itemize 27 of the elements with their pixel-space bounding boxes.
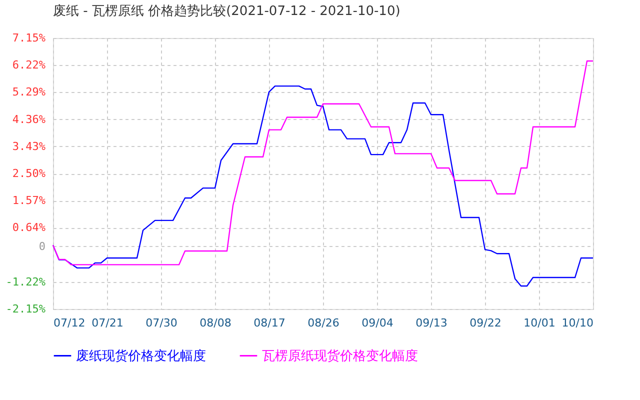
x-tick-label: 08/17 <box>254 316 286 330</box>
y-tick-label: -2.15% <box>6 302 46 316</box>
x-tick-label: 10/01 <box>524 316 556 330</box>
y-tick-label: -1.22% <box>6 275 46 288</box>
line-series <box>52 85 594 287</box>
y-tick-label: 0.64% <box>12 221 46 234</box>
y-tick-label: 1.57% <box>12 194 46 208</box>
line-series <box>52 60 594 266</box>
y-tick-label: 4.36% <box>12 112 46 126</box>
x-tick-label: 08/26 <box>308 316 340 330</box>
legend-label: 瓦楞原纸现货价格变化幅度 <box>262 348 418 364</box>
y-tick-label: 7.15% <box>12 32 46 44</box>
x-tick-label: 08/08 <box>200 316 232 330</box>
chart-title: 废纸 - 瓦楞原纸 价格趋势比较(2021-07-12 - 2021-10-10) <box>53 4 400 19</box>
y-tick-label: 2.50% <box>12 167 46 180</box>
x-tick-label: 09/22 <box>470 316 502 330</box>
x-tick-label: 09/04 <box>362 316 394 330</box>
legend-label: 废纸现货价格变化幅度 <box>76 348 206 364</box>
x-tick-label: 07/12 <box>54 316 86 330</box>
x-tick-label: 10/10 <box>562 316 594 330</box>
y-tick-label: 5.29% <box>12 86 46 99</box>
y-tick-label: 6.22% <box>12 58 46 72</box>
y-tick-label: 0 <box>38 240 46 253</box>
x-tick-label: 07/21 <box>92 316 124 330</box>
y-tick-label: 3.43% <box>12 140 46 153</box>
x-tick-label: 09/13 <box>416 316 448 330</box>
x-tick-label: 07/30 <box>146 316 178 330</box>
